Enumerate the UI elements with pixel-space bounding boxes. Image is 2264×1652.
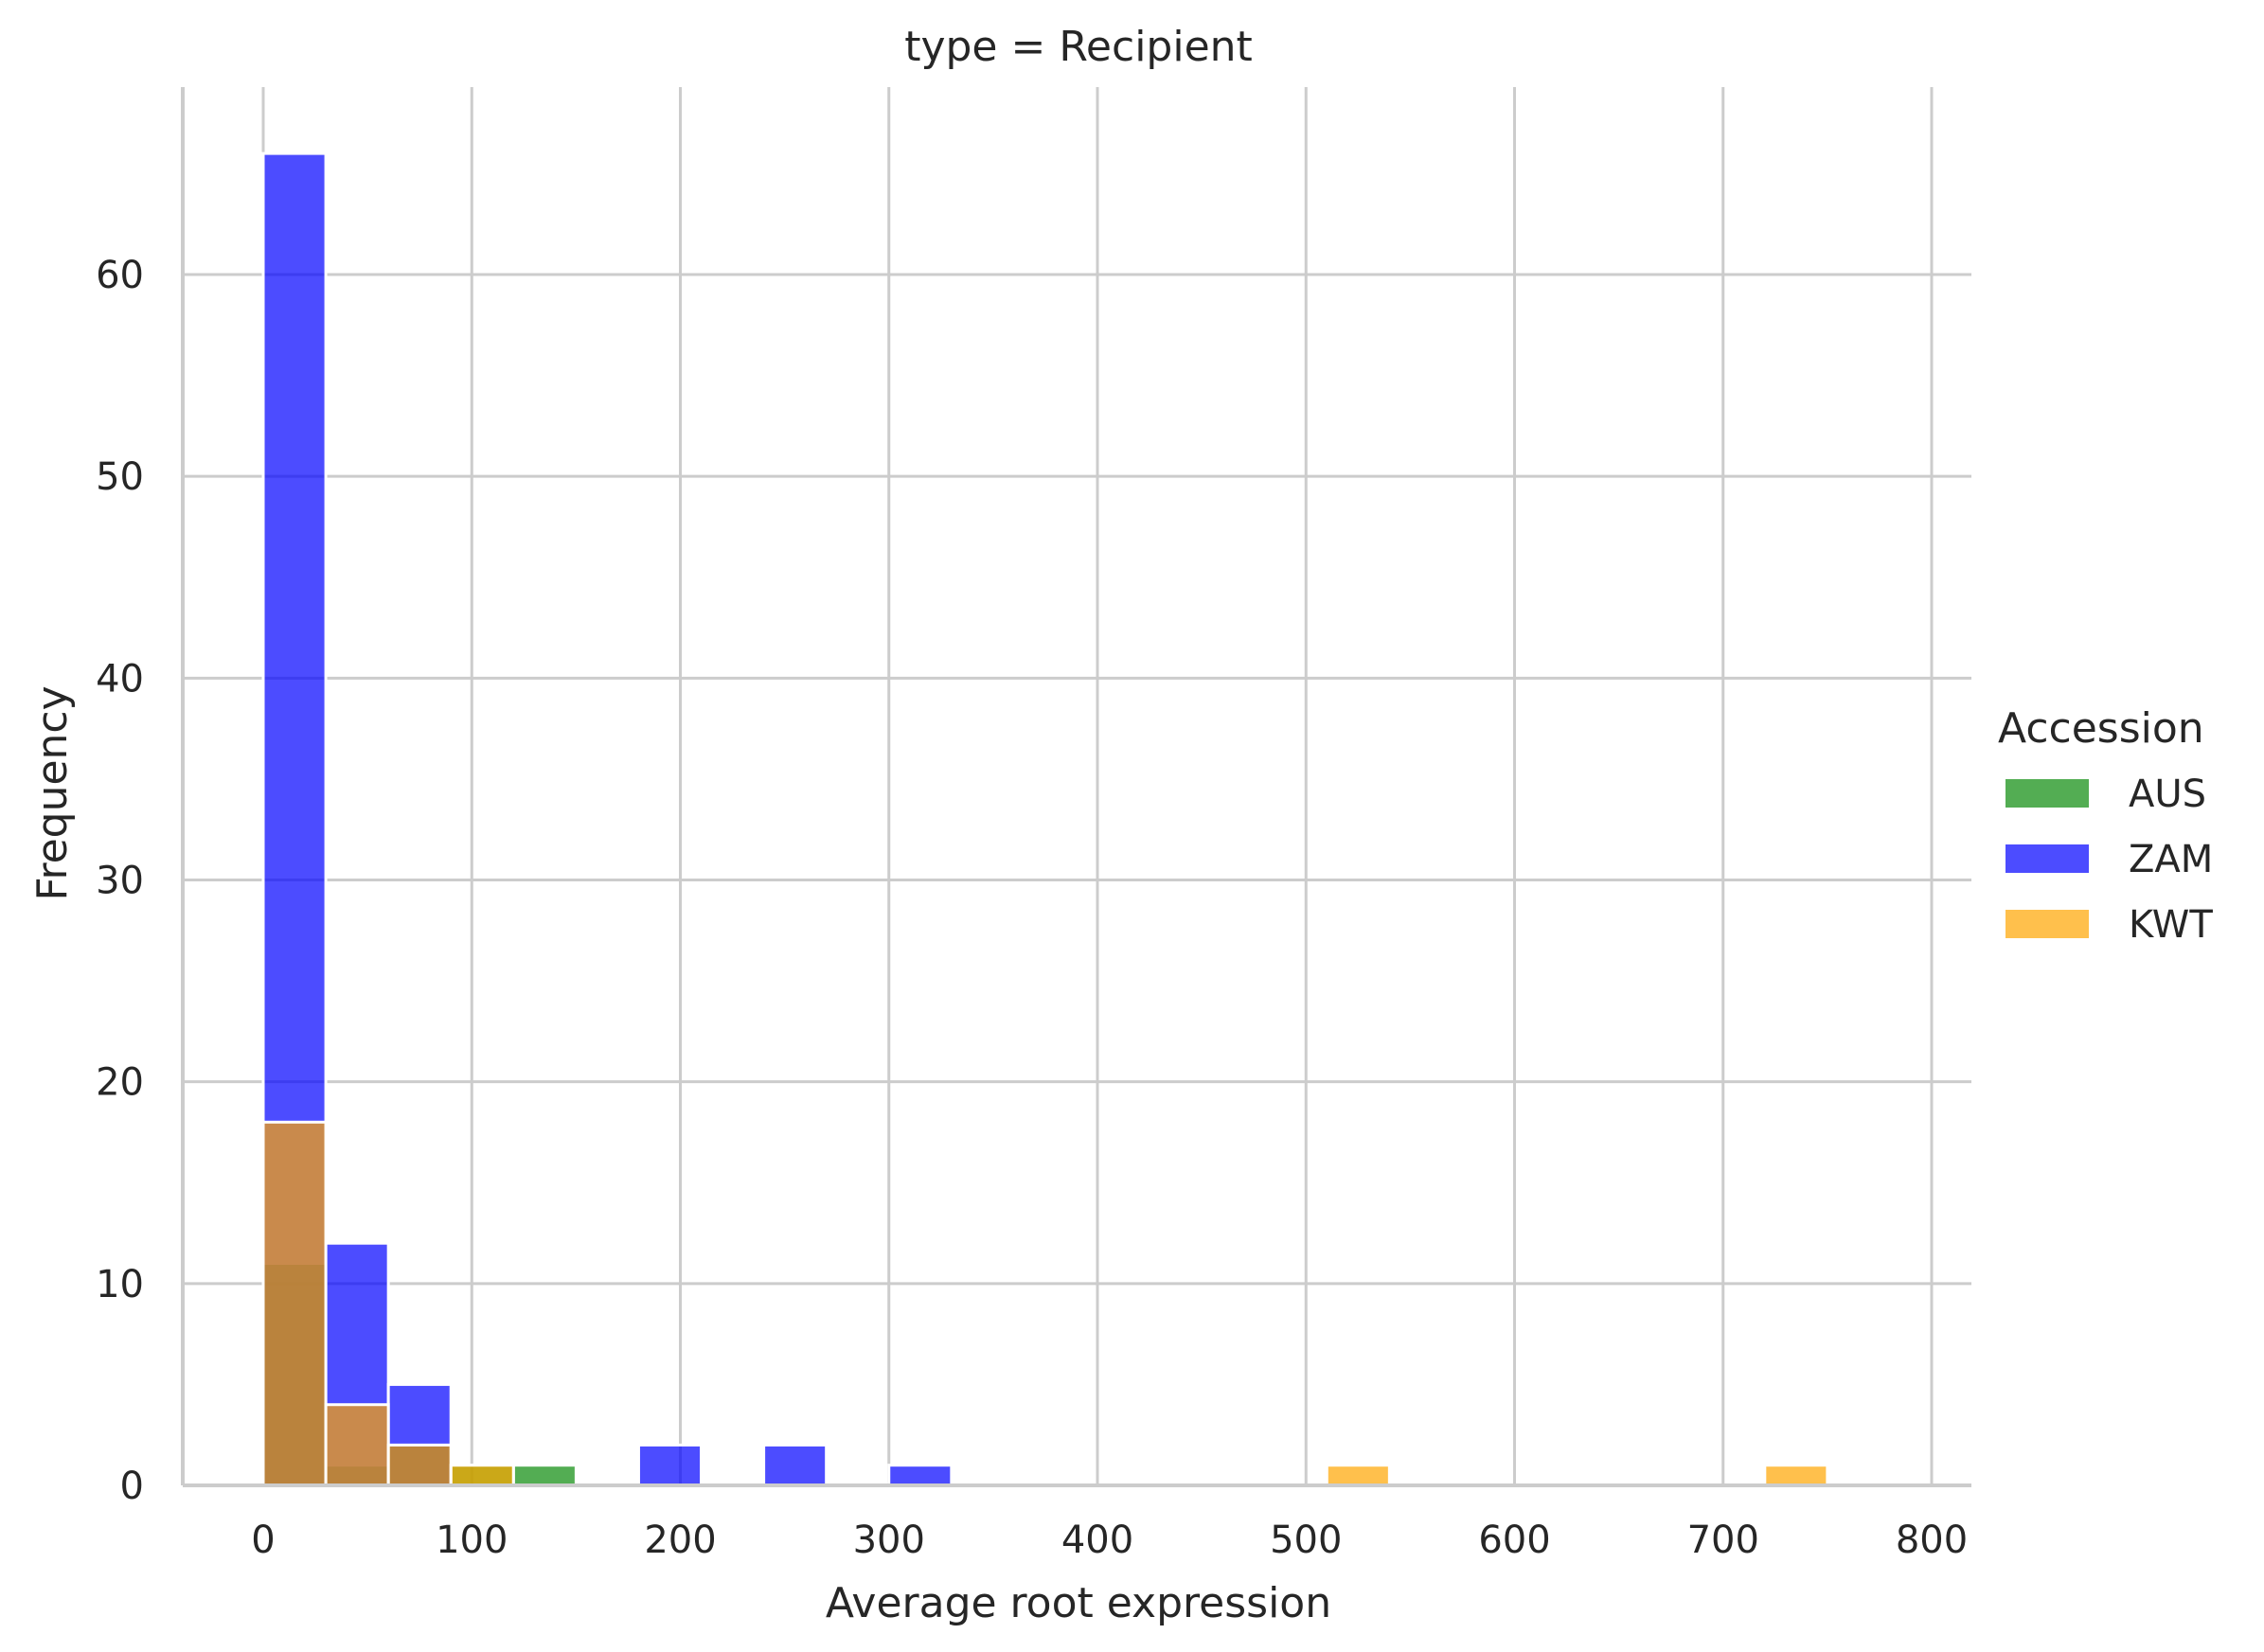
grid-lines [183, 87, 1971, 1487]
bar-zam [636, 1443, 704, 1487]
bar-zam [762, 1443, 829, 1487]
x-axis-title: Average root expression [826, 1579, 1331, 1627]
x-tick-label: 200 [644, 1519, 716, 1562]
bar-kwt [449, 1464, 515, 1487]
x-tick-label: 600 [1478, 1519, 1550, 1562]
bar-kwt [261, 1120, 328, 1487]
chart-title: type = Recipient [904, 23, 1253, 71]
legend-swatch-zam [2006, 844, 2089, 873]
bar-kwt [1325, 1464, 1391, 1487]
y-tick-label: 10 [96, 1263, 144, 1306]
x-tick-label: 500 [1270, 1519, 1342, 1562]
bar-kwt [1763, 1464, 1829, 1487]
x-axis-ticks: 0 100 200 300 400 500 600 700 800 [251, 1519, 1968, 1562]
legend-swatch-aus [2006, 779, 2089, 808]
y-tick-label: 0 [120, 1465, 144, 1508]
legend-title: Accession [1998, 704, 2204, 753]
bar-zam [887, 1464, 954, 1487]
y-axis-ticks: 0 10 20 30 40 50 60 [96, 254, 144, 1508]
x-tick-label: 0 [251, 1519, 275, 1562]
legend-label-aus: AUS [2129, 773, 2206, 816]
y-tick-label: 60 [96, 254, 144, 297]
x-tick-label: 700 [1687, 1519, 1759, 1562]
bar-kwt [386, 1443, 453, 1487]
y-tick-label: 50 [96, 455, 144, 499]
x-tick-label: 300 [853, 1519, 925, 1562]
y-axis-title: Frequency [28, 685, 77, 900]
legend: Accession AUS ZAM KWT [1998, 704, 2213, 947]
axis-spines [181, 87, 1971, 1487]
bars [261, 151, 1829, 1487]
legend-label-kwt: KWT [2129, 903, 2213, 947]
bar-kwt [324, 1403, 390, 1487]
legend-swatch-kwt [2006, 910, 2089, 938]
x-tick-label: 400 [1061, 1519, 1133, 1562]
y-tick-label: 30 [96, 860, 144, 903]
x-tick-label: 100 [436, 1519, 508, 1562]
y-tick-label: 40 [96, 657, 144, 701]
bar-aus [511, 1464, 578, 1487]
x-tick-label: 800 [1896, 1519, 1968, 1562]
y-tick-label: 20 [96, 1061, 144, 1105]
legend-label-zam: ZAM [2129, 838, 2213, 881]
